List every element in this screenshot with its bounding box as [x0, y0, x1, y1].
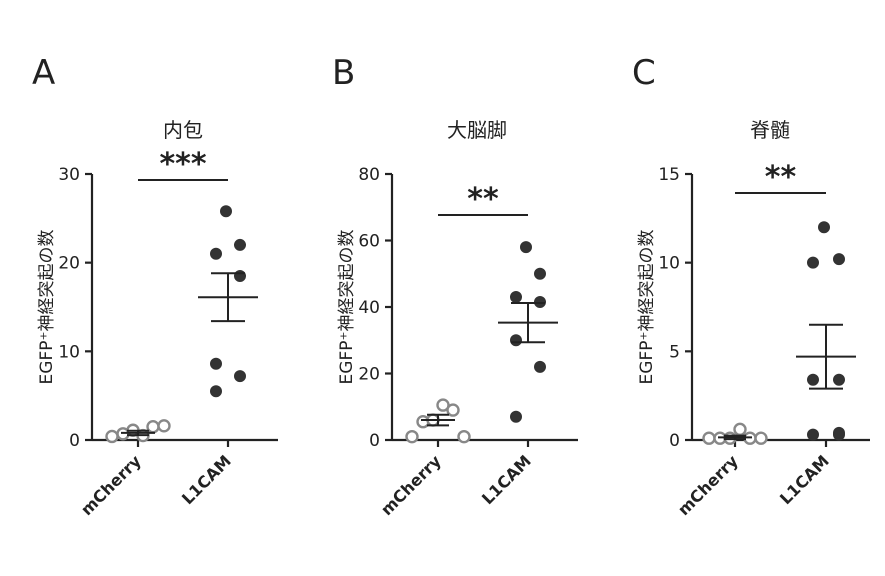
data-point: [220, 205, 232, 218]
significance-label: ***: [159, 147, 206, 182]
data-point: [807, 373, 819, 386]
panel-title: 脊髄: [750, 118, 790, 142]
data-point: [510, 334, 522, 347]
data-point: [234, 370, 246, 383]
data-point: [105, 429, 119, 444]
significance-label: **: [467, 182, 499, 217]
data-point: [754, 431, 768, 445]
data-point: [534, 267, 546, 280]
x-tick-label: L1CAM: [478, 451, 535, 508]
y-tick-label: 20: [358, 365, 380, 385]
data-point: [446, 403, 460, 417]
y-tick-label: 0: [669, 431, 680, 451]
x-tick-label: mCherry: [377, 451, 445, 519]
data-point: [457, 429, 471, 444]
x-tick-label: L1CAM: [178, 451, 235, 508]
data-point: [234, 269, 246, 282]
y-axis-label: EGFP⁺神経突起の数: [37, 230, 57, 385]
y-tick-label: 60: [358, 232, 380, 252]
panel-title: 大脳脚: [447, 118, 507, 142]
data-point: [210, 247, 222, 260]
y-tick-label: 20: [58, 254, 80, 274]
panel-letter: A: [32, 53, 55, 93]
y-tick-label: 30: [58, 165, 80, 185]
y-tick-label: 10: [58, 342, 80, 362]
data-point: [234, 238, 246, 251]
data-point: [436, 398, 450, 412]
x-tick-label: mCherry: [674, 451, 742, 519]
data-point: [702, 431, 716, 445]
data-point: [210, 385, 222, 398]
data-point: [833, 373, 845, 386]
data-point: [733, 422, 747, 437]
data-point: [833, 426, 845, 439]
data-point: [405, 429, 419, 444]
x-tick-label: mCherry: [77, 451, 145, 519]
chart-panel-a: A 内包 EGFP⁺神経突起の数 0 10 20 30 mCherry L1CAM ***: [32, 53, 278, 519]
y-tick-label: 80: [358, 165, 380, 185]
y-tick-label: 0: [69, 431, 80, 451]
y-tick-label: 5: [669, 342, 680, 362]
y-axis-label: EGFP⁺神経突起の数: [637, 230, 657, 385]
chart-panel-c: C 脊髄 EGFP⁺神経突起の数 0 5 10 15 mCherry L1CAM **: [632, 53, 870, 519]
y-tick-label: 15: [658, 165, 680, 185]
data-point: [510, 291, 522, 304]
x-tick-label: L1CAM: [776, 451, 833, 508]
data-point: [210, 357, 222, 370]
data-point: [833, 253, 845, 266]
data-point: [807, 428, 819, 441]
panel-letter: B: [332, 53, 355, 93]
panel-title: 内包: [163, 118, 203, 142]
y-tick-label: 10: [658, 254, 680, 274]
significance-label: **: [765, 160, 797, 195]
data-point: [807, 256, 819, 269]
y-tick-label: 0: [369, 431, 380, 451]
data-point: [818, 221, 830, 234]
chart-panel-b: B 大脳脚 EGFP⁺神経突起の数 0 20 40 60 80 mCherry L1CAM **: [332, 53, 578, 519]
data-point: [146, 420, 160, 434]
data-point: [534, 360, 546, 373]
panel-letter: C: [632, 53, 656, 93]
data-point: [157, 419, 171, 433]
y-axis-label: EGFP⁺神経突起の数: [337, 230, 357, 385]
y-tick-label: 40: [358, 298, 380, 318]
data-point: [520, 241, 532, 254]
data-point: [510, 410, 522, 423]
